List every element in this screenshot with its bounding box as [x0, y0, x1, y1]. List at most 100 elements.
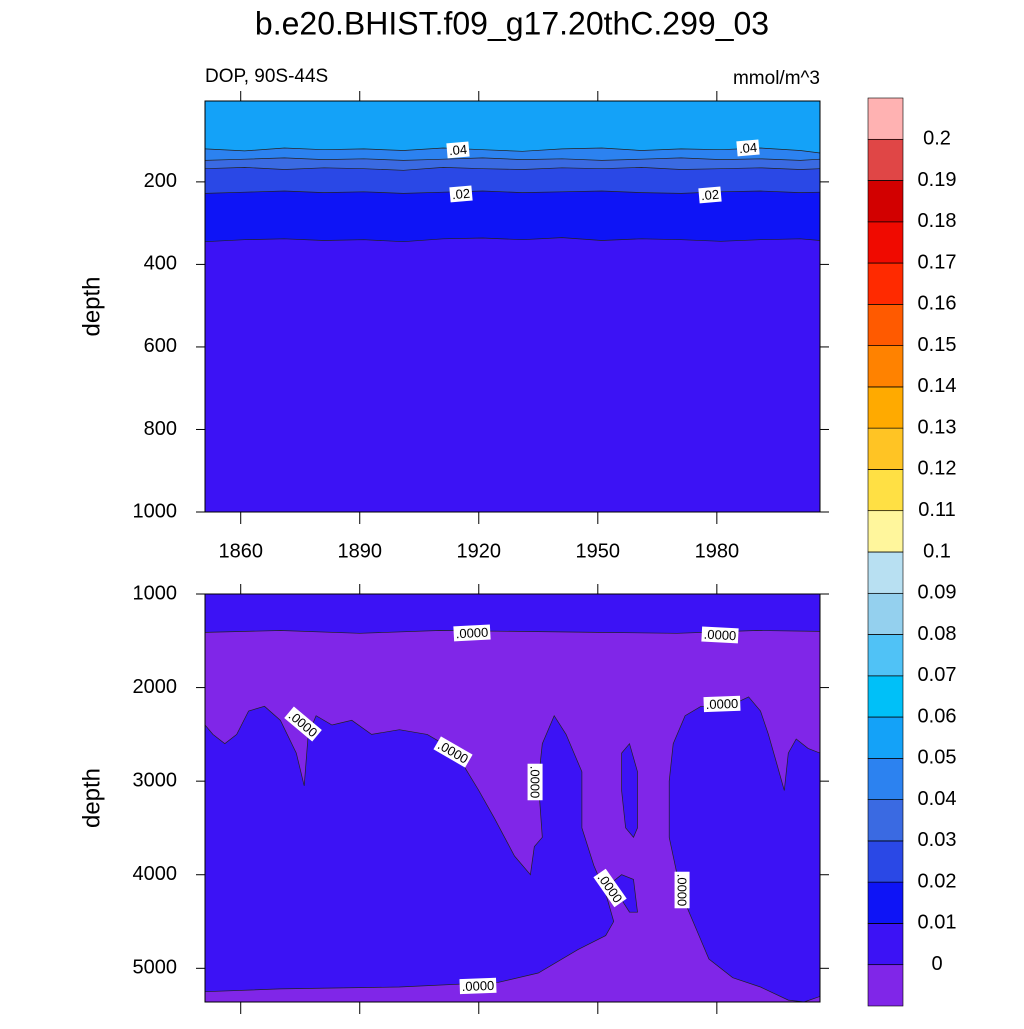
x-tick-label: 1860 — [218, 540, 263, 562]
colorbar-box — [867, 427, 904, 470]
contour-fill — [621, 743, 638, 838]
contour-label-bg — [736, 139, 760, 157]
y-tick-label: 1000 — [133, 582, 178, 604]
contour-line — [205, 190, 820, 194]
contour-label-text: .0000 — [461, 978, 494, 994]
colorbar-label: 0.2 — [923, 128, 951, 150]
colorbar-box — [867, 386, 904, 429]
contour-line — [205, 594, 820, 634]
plot-area — [205, 101, 820, 512]
contour-line — [205, 237, 820, 243]
contour-label-bg — [593, 868, 627, 908]
y-tick-label: 1000 — [133, 500, 178, 522]
colorbar-box — [867, 138, 904, 181]
contour-line — [621, 742, 638, 838]
contour-label: .0000 — [701, 626, 739, 644]
colorbar-label: 0.09 — [918, 582, 957, 604]
colorbar-label: 0.06 — [918, 705, 957, 727]
contour-label: .02 — [698, 186, 722, 204]
contour-label-text: .02 — [451, 186, 470, 203]
colorbar-box — [867, 469, 904, 512]
contour-label: .0000 — [674, 871, 690, 909]
colorbar-label: 0.19 — [918, 169, 957, 191]
colorbar-box — [867, 799, 904, 842]
colorbar-box — [867, 551, 904, 594]
colorbar-box — [867, 262, 904, 305]
contour-label-bg — [527, 763, 543, 801]
colorbar-box — [867, 716, 904, 759]
colorbar-box — [867, 221, 904, 264]
colorbar-box — [867, 592, 904, 635]
colorbar-box — [867, 510, 904, 553]
contour-line — [205, 167, 820, 171]
y-axis-label: depth — [78, 768, 105, 828]
contour-label-bg — [446, 141, 470, 159]
colorbar-box — [867, 345, 904, 388]
x-tick-label: 1920 — [457, 540, 502, 562]
colorbar-label: 0.12 — [918, 458, 957, 480]
contour-label-text: .04 — [448, 142, 467, 159]
y-tick-label: 600 — [144, 335, 177, 357]
colorbar-label: 0.02 — [918, 870, 957, 892]
contour-label-bg — [701, 626, 739, 644]
contour-label: .0000 — [453, 624, 491, 642]
y-tick-label: 800 — [144, 418, 177, 440]
contour-fill — [205, 101, 820, 153]
colorbar-label: 0 — [931, 953, 942, 975]
contour-fill — [669, 696, 820, 1002]
chart-title: b.e20.BHIST.f09_g17.20thC.299_03 — [255, 5, 769, 41]
x-tick-label: 1950 — [576, 540, 621, 562]
contour-fill — [205, 594, 820, 634]
colorbar-box — [867, 881, 904, 924]
colorbar-label: 0.18 — [918, 210, 957, 232]
contour-fill — [609, 874, 638, 913]
colorbar-box — [867, 675, 904, 718]
y-tick-label: 2000 — [133, 676, 178, 698]
plot-area — [205, 594, 820, 1002]
colorbar-label: 0.1 — [923, 540, 951, 562]
contour-label-bg — [453, 624, 491, 642]
y-tick-label: 200 — [144, 170, 177, 192]
contour-label-text: .0000 — [703, 627, 736, 644]
colorbar-box — [867, 923, 904, 966]
contour-label: .02 — [449, 185, 473, 203]
contour-label-text: .02 — [700, 187, 719, 204]
colorbar-label: 0.08 — [918, 623, 957, 645]
colorbar-label: 0.01 — [918, 912, 957, 934]
x-tick-label: 1890 — [337, 540, 382, 562]
contour-label-bg — [698, 186, 722, 204]
contour-label: .0000 — [703, 695, 741, 713]
colorbar-box — [867, 97, 904, 140]
colorbar-box — [867, 180, 904, 223]
colorbar-label: 0.16 — [918, 293, 957, 315]
contour-line — [205, 705, 615, 993]
y-tick-label: 4000 — [133, 863, 178, 885]
colorbar-box — [867, 964, 904, 1007]
colorbar-label: 0.15 — [918, 334, 957, 356]
contour-label: .04 — [736, 139, 760, 157]
subtitle-right: mmol/m^3 — [733, 68, 820, 89]
colorbar-label: 0.04 — [918, 788, 957, 810]
colorbar-box — [867, 304, 904, 346]
plot-frame — [204, 100, 821, 513]
contour-fill — [205, 706, 614, 992]
contour-line — [205, 157, 820, 161]
colorbar-box — [867, 758, 904, 800]
colorbar-label: 0.03 — [918, 829, 957, 851]
plot-frame — [204, 593, 821, 1003]
contour-label: .0000 — [527, 763, 543, 801]
contour-label-bg — [284, 706, 322, 742]
contour-label-bg — [433, 736, 473, 768]
contour-label-bg — [703, 695, 741, 713]
y-tick-label: 5000 — [133, 957, 178, 979]
y-tick-label: 3000 — [133, 769, 178, 791]
subtitle-left: DOP, 90S-44S — [205, 66, 328, 87]
colorbar-label: 0.14 — [918, 375, 957, 397]
y-tick-label: 400 — [144, 253, 177, 275]
contour-label-text: .0000 — [528, 766, 543, 799]
colorbar-box — [867, 634, 904, 677]
colorbar-label: 0.13 — [918, 416, 957, 438]
contour-label-bg — [449, 185, 473, 203]
contour-line — [205, 147, 820, 154]
